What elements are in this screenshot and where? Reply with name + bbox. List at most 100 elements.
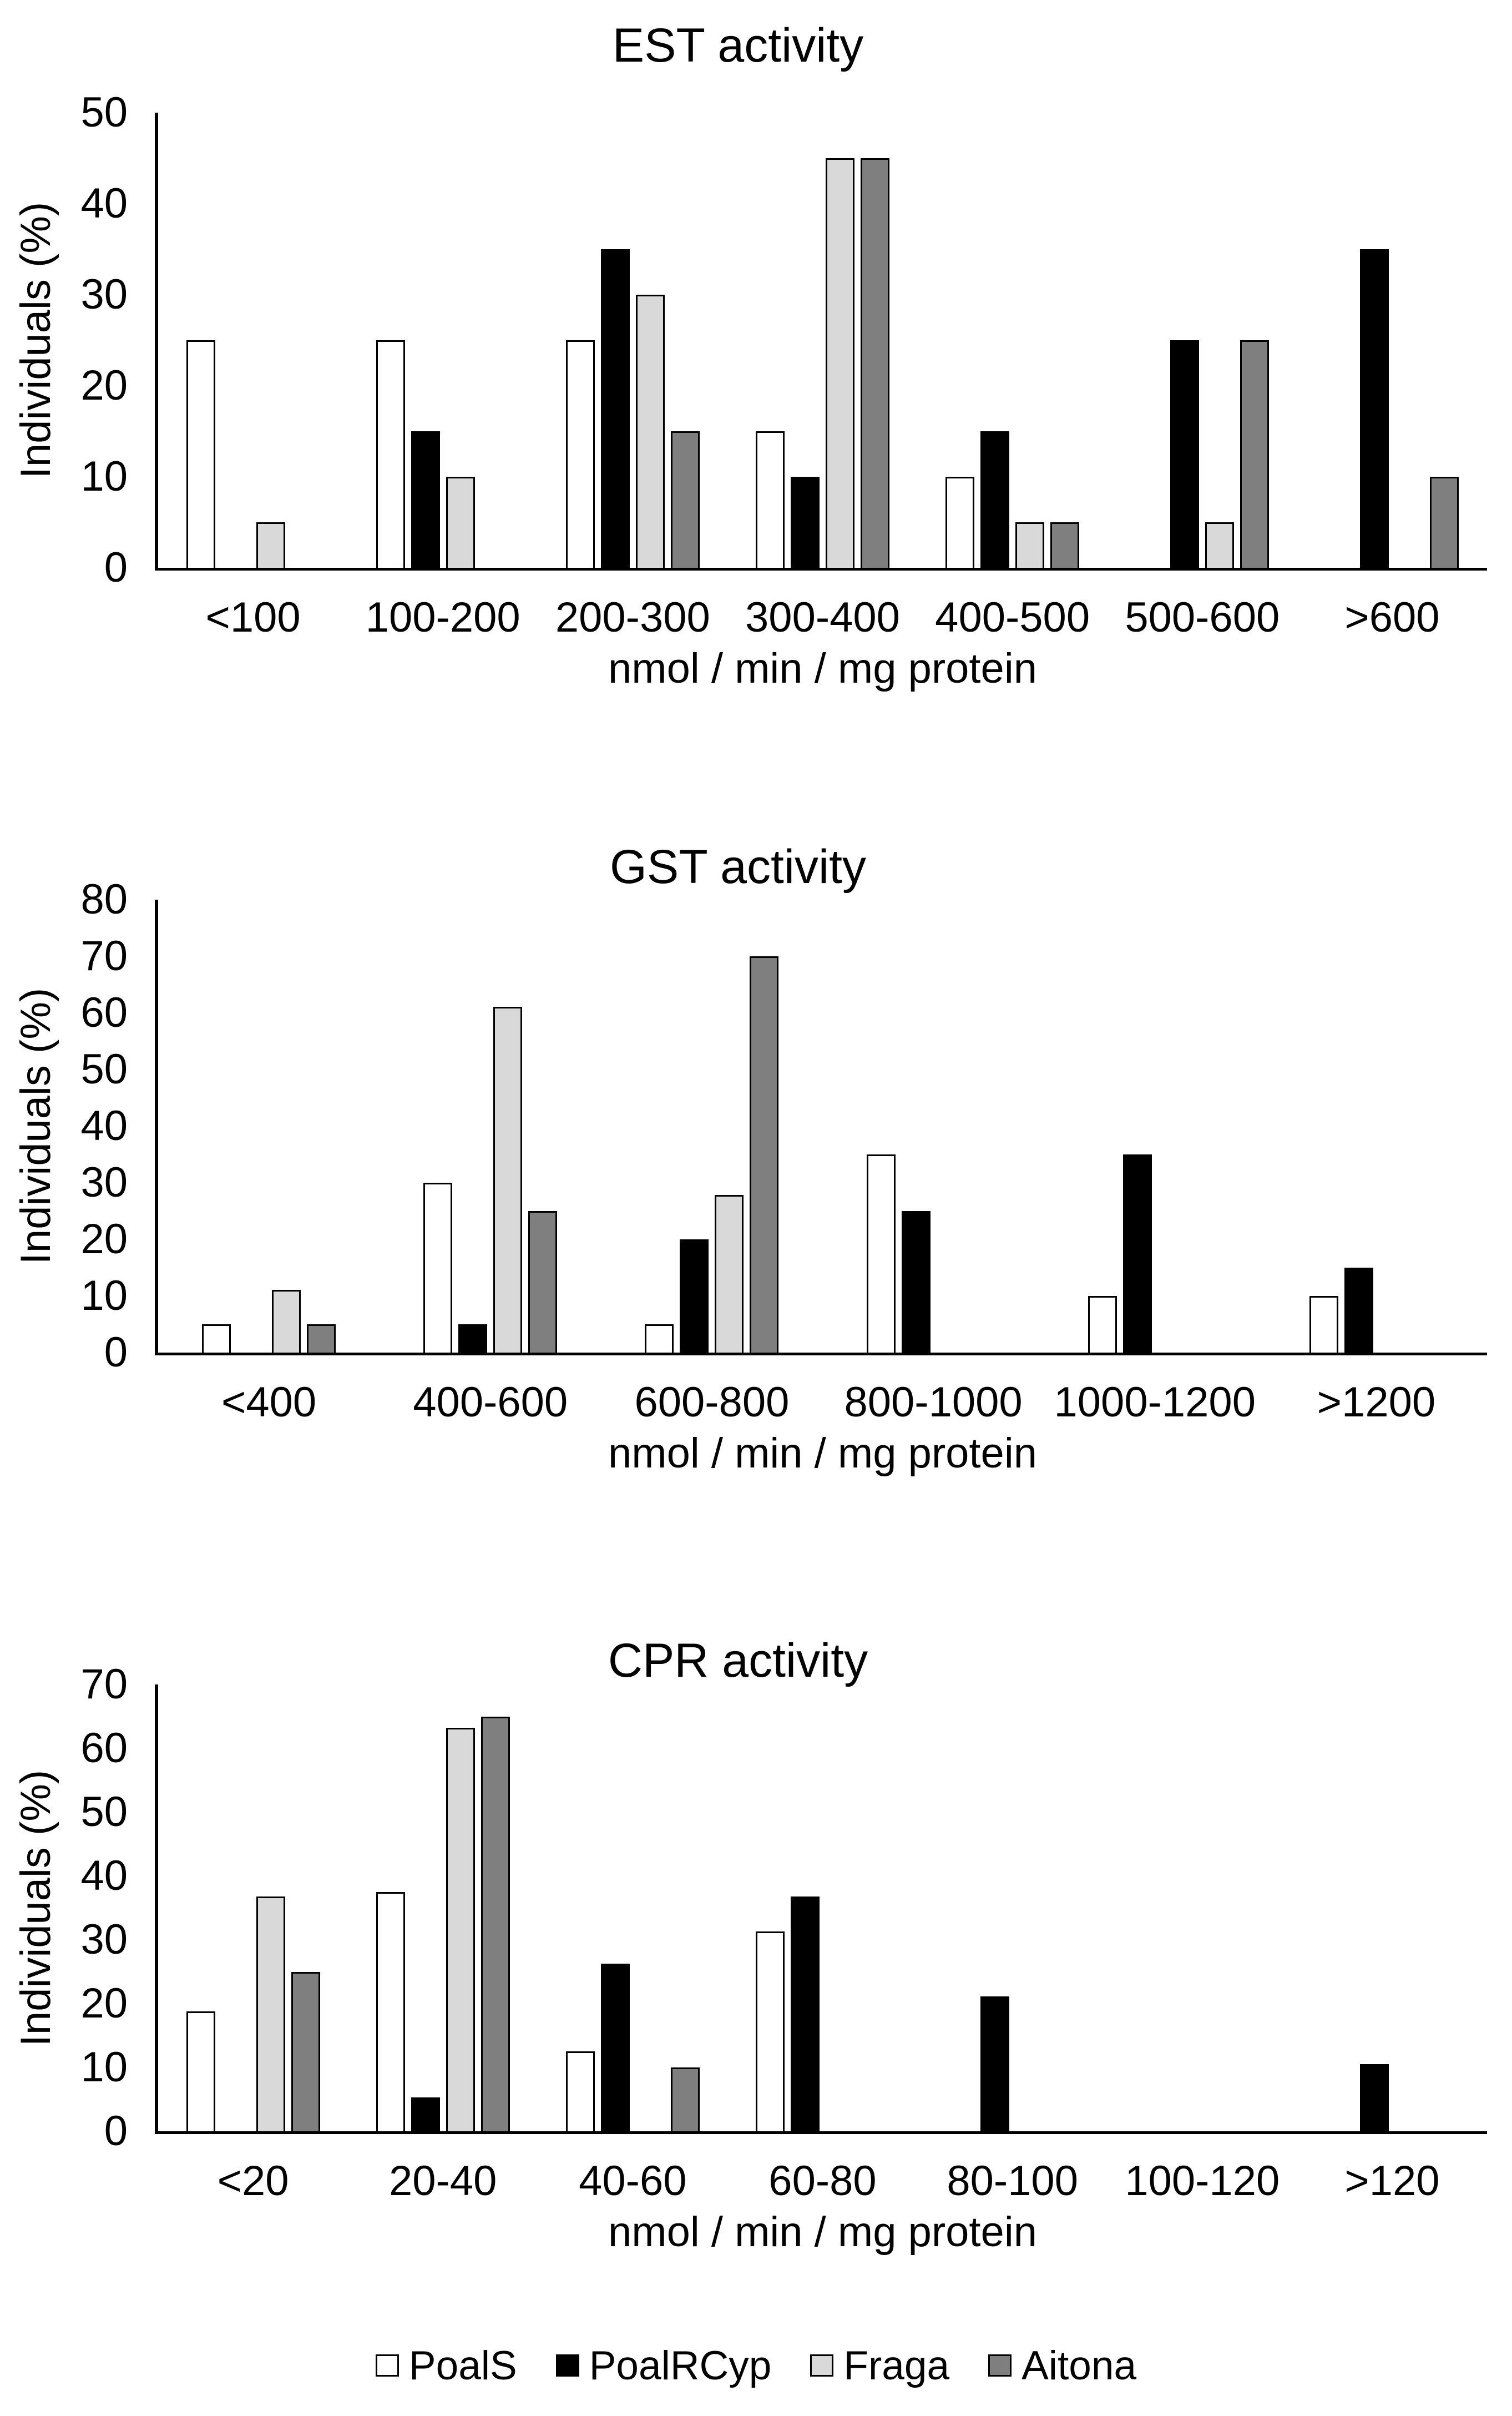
bar-PoalRCyp: [980, 1996, 1010, 2134]
y-tick-label: 0: [104, 544, 128, 591]
x-category-label: 300-400: [745, 594, 900, 641]
y-tick-label: 70: [80, 1661, 128, 1708]
bar-PoalS: [1088, 1296, 1117, 1355]
x-axis-title: nmol / min / mg protein: [608, 2208, 1037, 2256]
y-tick-label: 40: [80, 1852, 128, 1899]
bar-Aitona: [481, 1716, 510, 2134]
bar-PoalRCyp: [791, 477, 820, 571]
y-tick-label: 20: [80, 362, 128, 409]
x-category-label: 1000-1200: [1054, 1379, 1256, 1426]
legend-item-Aitona: Aitona: [988, 2346, 1136, 2386]
y-tick-label: 60: [80, 1724, 128, 1772]
bar-PoalS: [756, 431, 785, 571]
x-axis-title: nmol / min / mg protein: [608, 645, 1037, 692]
legend-swatch-Aitona: [988, 2354, 1012, 2377]
y-tick-label: 0: [104, 1329, 128, 1376]
bar-Fraga: [446, 477, 475, 571]
y-tick-label: 40: [80, 1102, 128, 1149]
y-axis-title: Individuals (%): [12, 987, 59, 1265]
y-tick-label: 50: [80, 1788, 128, 1835]
bar-Aitona: [1240, 340, 1270, 571]
x-category-label: 20-40: [389, 2157, 497, 2205]
bar-Fraga: [446, 1728, 475, 2134]
y-tick-label: 30: [80, 1159, 128, 1206]
legend-label: Fraga: [843, 2343, 950, 2388]
legend-label: PoalRCyp: [589, 2343, 772, 2388]
legend-label: PoalS: [408, 2343, 517, 2388]
y-tick-label: 70: [80, 932, 128, 980]
bar-Aitona: [1430, 477, 1459, 571]
x-category-label: 40-60: [579, 2157, 687, 2205]
bar-PoalRCyp: [1122, 1154, 1152, 1355]
x-category-label: 200-300: [555, 594, 710, 641]
bar-Fraga: [635, 295, 665, 571]
x-category-label: 600-800: [634, 1379, 790, 1426]
y-tick-label: 80: [80, 876, 128, 923]
bar-PoalRCyp: [600, 1963, 630, 2134]
x-category-label: 400-600: [413, 1379, 568, 1426]
chart-title-cpr: CPR activity: [608, 1634, 868, 1687]
x-axis-line: [155, 1353, 1487, 1355]
bar-PoalS: [202, 1324, 231, 1355]
bar-PoalRCyp: [1344, 1268, 1373, 1355]
bar-PoalS: [423, 1183, 453, 1355]
bar-Fraga: [493, 1006, 523, 1355]
legend-swatch-PoalS: [375, 2354, 399, 2377]
bar-PoalRCyp: [458, 1324, 488, 1355]
bar-Aitona: [307, 1324, 336, 1355]
x-category-label: >600: [1344, 594, 1440, 641]
y-tick-label: 20: [80, 1215, 128, 1263]
bar-PoalS: [565, 2051, 595, 2134]
bar-PoalRCyp: [901, 1211, 931, 1355]
y-tick-label: 50: [80, 89, 128, 136]
x-category-label: <400: [221, 1379, 317, 1426]
x-category-label: <100: [205, 594, 301, 641]
bar-Fraga: [1205, 522, 1235, 571]
y-tick-label: 30: [80, 271, 128, 318]
bar-PoalS: [645, 1324, 674, 1355]
bar-PoalRCyp: [411, 431, 440, 571]
bar-PoalRCyp: [1170, 340, 1200, 571]
y-axis-title: Individuals (%): [12, 1769, 59, 2046]
bar-PoalRCyp: [411, 2097, 440, 2134]
y-tick-label: 0: [104, 2107, 128, 2155]
x-category-label: >120: [1344, 2157, 1440, 2205]
bar-Aitona: [528, 1211, 558, 1355]
y-tick-label: 10: [80, 2044, 128, 2091]
bar-Aitona: [670, 431, 700, 571]
bar-PoalRCyp: [680, 1239, 709, 1355]
bar-PoalS: [565, 340, 595, 571]
bar-PoalRCyp: [1360, 2064, 1389, 2134]
x-category-label: >1200: [1317, 1379, 1436, 1426]
y-tick-label: 50: [80, 1046, 128, 1093]
bar-PoalRCyp: [980, 431, 1010, 571]
y-tick-label: 30: [80, 1916, 128, 1963]
chart-title-est: EST activity: [612, 19, 864, 72]
y-axis-line: [155, 1684, 158, 2134]
y-tick-label: 20: [80, 1980, 128, 2027]
legend: PoalS PoalRCyp Fraga Aitona: [0, 2338, 1512, 2393]
bar-Aitona: [750, 956, 779, 1355]
x-category-label: 800-1000: [844, 1379, 1023, 1426]
bar-PoalS: [945, 477, 975, 571]
y-axis-line: [155, 113, 158, 571]
x-category-label: 400-500: [935, 594, 1090, 641]
bar-Fraga: [256, 1896, 285, 2134]
bar-Aitona: [670, 2067, 700, 2134]
legend-item-PoalRCyp: PoalRCyp: [555, 2343, 772, 2388]
chart-title-gst: GST activity: [610, 840, 866, 894]
bar-Fraga: [1015, 522, 1045, 571]
bar-PoalS: [376, 1892, 405, 2134]
bar-PoalS: [376, 340, 405, 571]
legend-swatch-PoalRCyp: [555, 2354, 579, 2377]
x-category-label: 500-600: [1125, 594, 1280, 641]
bar-PoalRCyp: [600, 249, 630, 571]
bar-Aitona: [861, 158, 889, 571]
bar-PoalS: [186, 340, 215, 571]
x-axis-line: [155, 568, 1487, 571]
bar-Fraga: [715, 1195, 744, 1355]
x-category-label: 60-80: [768, 2157, 877, 2205]
y-axis-line: [155, 900, 158, 1355]
bar-PoalRCyp: [791, 1896, 820, 2134]
